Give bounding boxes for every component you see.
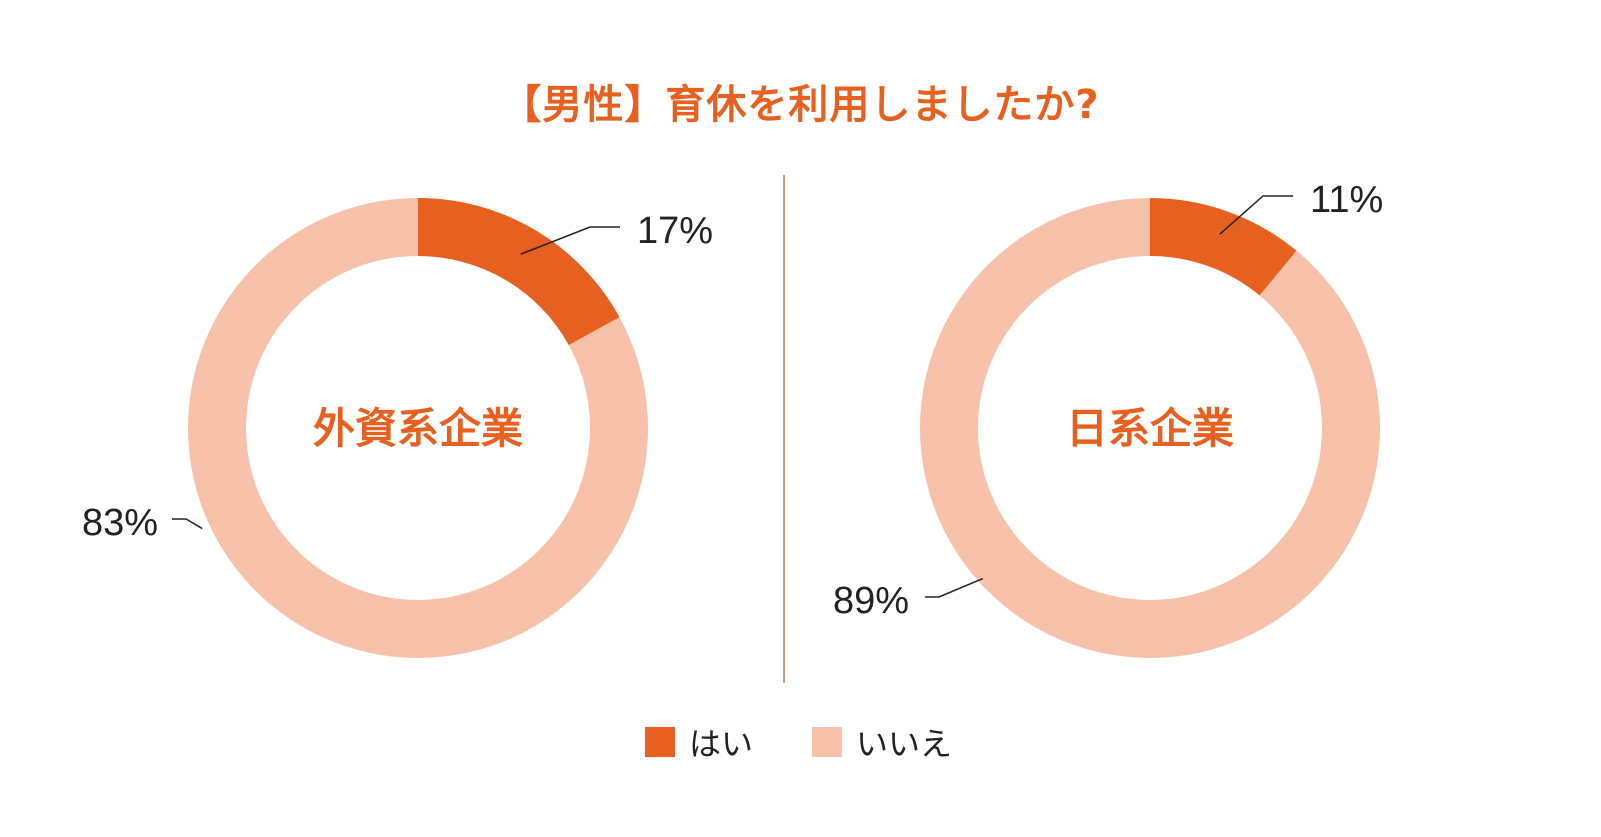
center-label: 日系企業 [1066, 404, 1234, 453]
legend: はい いいえ [0, 722, 1601, 763]
value-label: 83% [82, 502, 158, 544]
legend-label-no: いいえ [856, 725, 953, 763]
leader-line [925, 577, 984, 598]
slice-yes [1150, 198, 1297, 296]
leader-line [1219, 195, 1293, 235]
legend-swatch-no [812, 727, 842, 757]
chart-title: 【男性】育休を利用しましたか? [501, 82, 1100, 128]
leader-line [520, 226, 620, 255]
legend-item-no: いいえ [812, 722, 953, 763]
center-label: 外資系企業 [313, 404, 523, 453]
legend-item-yes: はい [645, 722, 754, 763]
leader-line [172, 518, 203, 530]
legend-swatch-yes [645, 727, 675, 757]
legend-label-yes: はい [689, 725, 754, 763]
value-label: 89% [833, 580, 909, 622]
value-label: 17% [637, 210, 713, 252]
slice-yes [418, 198, 620, 346]
value-label: 11% [1310, 179, 1383, 221]
